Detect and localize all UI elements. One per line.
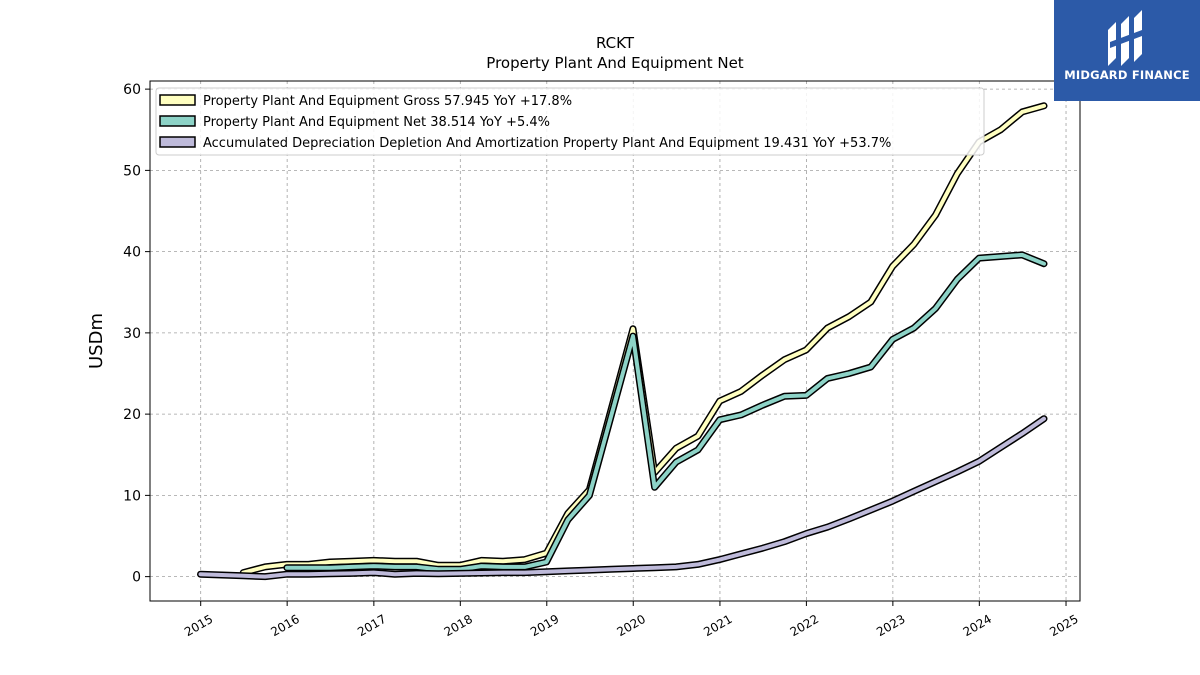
x-tick-label: 2021: [701, 612, 734, 639]
x-tick-label: 2022: [788, 612, 821, 639]
legend-swatch: [159, 115, 196, 127]
x-tick-label: 2020: [615, 612, 648, 639]
x-tick-label: 2018: [442, 612, 475, 639]
legend-swatch: [159, 94, 196, 106]
legend-label: Property Plant And Equipment Gross 57.94…: [203, 94, 572, 109]
y-tick-label: 20: [123, 407, 141, 423]
x-tick-label: 2016: [268, 612, 301, 639]
y-tick-label: 50: [123, 163, 141, 179]
legend-label: Accumulated Depreciation Depletion And A…: [203, 136, 891, 151]
grid: [150, 81, 1080, 601]
y-tick-label: 60: [123, 82, 141, 98]
legend: Property Plant And Equipment Gross 57.94…: [155, 87, 985, 156]
y-tick-label: 10: [123, 488, 141, 504]
y-tick-label: 30: [123, 326, 141, 342]
midgard-logo-icon: [1108, 10, 1142, 66]
x-tick-label: 2015: [182, 612, 215, 639]
y-tick-label: 0: [132, 570, 141, 586]
legend-swatch: [159, 136, 196, 148]
series-line-1: [241, 103, 1046, 575]
x-axis: 2015 2016 2017 2018 2019 2020 2021 2022 2023 2024…: [182, 601, 1081, 639]
y-tick-label: 40: [123, 245, 141, 261]
series-outline-3: [197, 415, 1048, 581]
x-tick-label: 2017: [355, 612, 388, 639]
series-line-2: [284, 252, 1046, 572]
plot-frame: [149, 80, 1081, 602]
series-outline-1: [239, 102, 1048, 577]
series-lines: [197, 102, 1048, 581]
y-axis-label: USDm: [86, 313, 107, 369]
brand-logo: MIDGARD FINANCE: [1054, 0, 1200, 101]
brand-name: MIDGARD FINANCE: [1064, 68, 1190, 82]
x-tick-label: 2023: [874, 612, 907, 639]
chart-title: RCKT: [596, 34, 635, 52]
series-line-3: [198, 416, 1046, 579]
series-outline-2: [283, 251, 1048, 573]
x-tick-label: 2019: [528, 612, 561, 639]
x-tick-label: 2024: [961, 612, 994, 639]
chart-subtitle: Property Plant And Equipment Net: [486, 54, 743, 72]
legend-label: Property Plant And Equipment Net 38.514 …: [203, 115, 550, 130]
x-tick-label: 2025: [1047, 612, 1080, 639]
legend-box: [155, 87, 985, 156]
y-axis: 0 10 20 30 40 50 60: [123, 82, 150, 586]
